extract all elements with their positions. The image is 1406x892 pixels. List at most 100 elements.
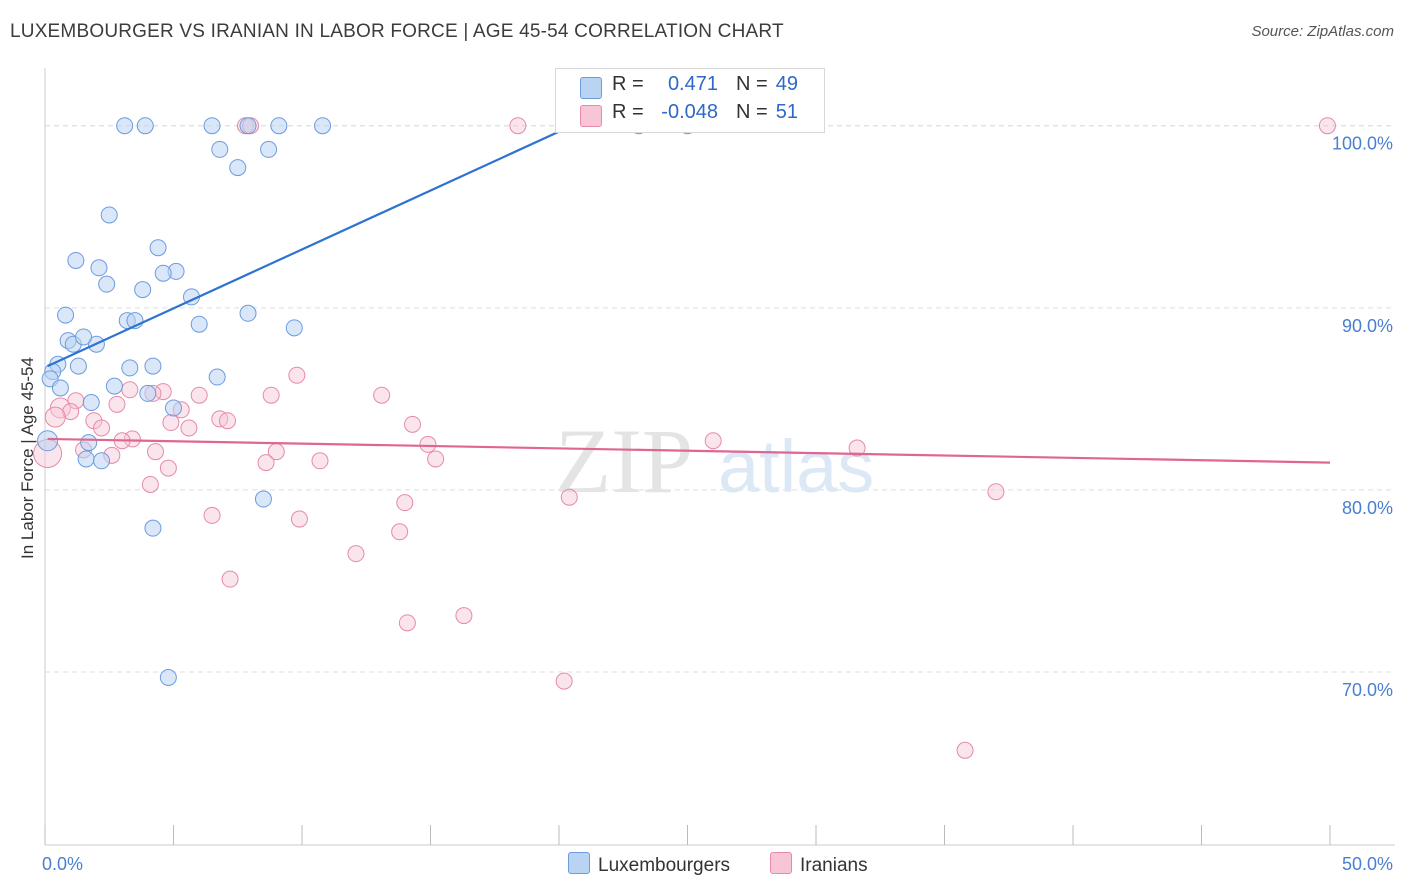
iranian-point <box>123 430 141 448</box>
legend: R = 0.471 N = 49 R = -0.048 N = 51 <box>555 68 825 133</box>
iranian-point <box>203 506 221 524</box>
watermark-atlas: atlas <box>718 425 874 508</box>
legend-swatch-pink <box>580 105 602 127</box>
iranian-point <box>290 510 308 528</box>
iranian-point <box>311 452 329 470</box>
luxembourger-point <box>75 328 93 346</box>
luxembourger-point <box>165 399 182 417</box>
luxembourger-point <box>208 368 226 386</box>
iranian-point <box>555 672 573 690</box>
legend-r-label: R = <box>612 101 644 123</box>
luxembourger-point <box>90 259 108 277</box>
iranian-point <box>121 381 139 399</box>
iranian-point <box>257 454 275 472</box>
iranian-point <box>44 406 66 428</box>
legend-n-label: N = <box>736 73 768 95</box>
iranian-point <box>956 741 974 759</box>
luxembourger-point <box>69 357 87 375</box>
luxembourger-point <box>260 140 278 158</box>
legend-r-label: R = <box>612 73 644 95</box>
iranian-point <box>427 450 445 468</box>
y-tick-label: 70.0% <box>1342 680 1393 700</box>
bottom-legend-label: Luxembourgers <box>598 855 731 876</box>
luxembourger-point <box>57 306 75 324</box>
iranian-point <box>398 614 416 632</box>
y-tick-label: 80.0% <box>1342 498 1393 518</box>
luxembourger-point <box>51 379 69 397</box>
iranian-point <box>704 432 722 450</box>
iranian-point <box>141 475 159 493</box>
luxembourger-point <box>203 117 221 135</box>
iranian-point <box>159 459 177 477</box>
bottom-legend-label: Iranians <box>800 855 868 876</box>
luxembourger-point <box>77 450 95 468</box>
luxembourger-point <box>270 117 288 135</box>
iranians-points <box>33 117 1336 759</box>
legend-row-iranians: R = -0.048 N = 51 <box>556 101 824 129</box>
legend-r-value: 0.471 <box>667 73 718 95</box>
bottom-legend-luxembourgers: Luxembourgers <box>568 852 730 877</box>
chart-title: LUXEMBOURGER VS IRANIAN IN LABOR FORCE |… <box>10 21 784 42</box>
luxembourger-point <box>93 452 111 470</box>
iranian-point <box>419 435 437 453</box>
iranian-point <box>455 607 473 625</box>
legend-swatch-blue <box>580 77 602 99</box>
legend-n-value: 49 <box>775 73 798 95</box>
y-tick-label: 100.0% <box>1332 134 1393 154</box>
trend-lines <box>47 124 1331 464</box>
iranian-point <box>62 403 80 421</box>
luxembourger-point <box>239 304 257 322</box>
legend-n-label: N = <box>736 101 768 123</box>
iranian-point <box>93 419 111 437</box>
luxembourger-point <box>314 117 332 135</box>
legend-r-value: -0.048 <box>661 101 718 123</box>
luxembourger-point <box>105 377 123 395</box>
iranian-point <box>987 483 1005 501</box>
tick-labels: 100.0% 90.0% 80.0% 70.0% 0.0% 50.0% <box>42 134 1393 874</box>
luxembourger-point <box>229 159 247 177</box>
iranian-point <box>404 415 422 433</box>
y-axis-label: In Labor Force | Age 45-54 <box>18 357 37 559</box>
bottom-legend-swatch-pink <box>770 852 792 874</box>
iranians-trend-line <box>47 437 1331 464</box>
iranian-point <box>373 386 391 404</box>
iranian-point <box>288 366 306 384</box>
luxembourger-point <box>80 434 98 452</box>
luxembourgers-trend-line <box>47 124 573 368</box>
luxembourger-point <box>121 359 139 377</box>
source-label: Source: ZipAtlas.com <box>1251 23 1394 40</box>
bottom-legend-swatch-blue <box>568 852 590 874</box>
legend-row-luxembourgers: R = 0.471 N = 49 <box>556 73 824 101</box>
luxembourger-point <box>254 490 272 508</box>
luxembourger-point <box>159 668 177 686</box>
luxembourger-point <box>149 239 167 257</box>
iranian-point <box>1318 117 1336 135</box>
bottom-legend-iranians: Iranians <box>770 852 868 877</box>
grid-lines <box>45 125 1395 673</box>
luxembourger-point <box>82 394 100 412</box>
luxembourger-point <box>67 251 85 269</box>
luxembourger-point <box>144 519 162 537</box>
axes <box>44 68 1395 846</box>
iranian-point <box>162 414 180 432</box>
legend-n-value: 51 <box>775 101 798 123</box>
luxembourger-point <box>100 206 118 224</box>
iranian-point <box>347 545 365 563</box>
iranian-point <box>560 488 578 506</box>
luxembourger-point <box>154 264 172 282</box>
iranian-point <box>391 523 409 541</box>
iranian-point <box>221 570 239 588</box>
x-tick-label: 50.0% <box>1342 854 1393 874</box>
luxembourgers-points <box>37 117 696 686</box>
iranian-point <box>848 439 866 457</box>
luxembourger-point <box>239 117 257 135</box>
iranian-point <box>190 386 208 404</box>
luxembourger-point <box>139 384 157 402</box>
y-tick-label: 90.0% <box>1342 316 1393 336</box>
luxembourger-point <box>190 315 208 333</box>
watermark-zip: ZIP <box>555 410 693 512</box>
luxembourger-point <box>144 357 162 375</box>
luxembourger-point <box>211 140 229 158</box>
iranian-point <box>509 117 527 135</box>
